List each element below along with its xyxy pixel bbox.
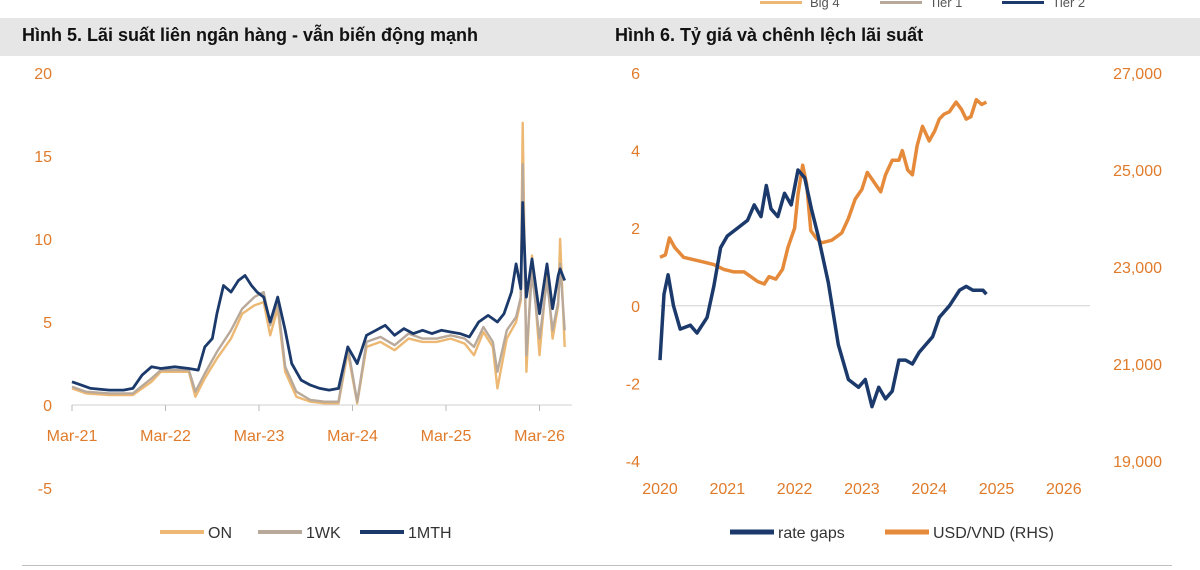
- legend-label-usd-vnd: USD/VND (RHS): [933, 525, 1054, 542]
- y-tick-label-left: 2: [631, 221, 640, 238]
- y-tick-label-right: 21,000: [1113, 357, 1162, 374]
- series-line-1mth: [71, 201, 567, 392]
- x-tick-label: Mar-21: [47, 428, 98, 445]
- y-tick-label-right: 25,000: [1113, 163, 1162, 180]
- y-tick-label: 5: [43, 315, 52, 332]
- series-line-1wk: [71, 163, 566, 403]
- legend-label-tier1: Tier 1: [929, 0, 963, 10]
- y-tick-label: -5: [38, 481, 52, 498]
- legend-label-rate-gaps: rate gaps: [778, 525, 845, 542]
- y-tick-label-left: -2: [626, 376, 640, 393]
- y-tick-label-left: -4: [626, 454, 640, 471]
- x-tick-label: Mar-22: [140, 428, 191, 445]
- legend-item-big4: Big 4: [760, 0, 840, 10]
- x-tick-label: Mar-24: [327, 428, 378, 445]
- series-line-usd-vnd: [659, 97, 988, 286]
- y-tick-label: 10: [34, 232, 52, 249]
- legend-label-tier2: Tier 2: [1052, 0, 1086, 10]
- bottom-divider: [22, 565, 1172, 566]
- x-tick-label: 2020: [642, 481, 678, 498]
- series-line-on: [71, 121, 566, 405]
- y-tick-label: 0: [43, 398, 52, 415]
- y-tick-label: 15: [34, 149, 52, 166]
- title-bar: [0, 18, 1200, 56]
- x-tick-label: Mar-26: [514, 428, 565, 445]
- legend-item-tier1: Tier 1: [879, 0, 963, 10]
- x-tick-label: 2021: [710, 481, 746, 498]
- y-tick-label-right: 19,000: [1113, 454, 1162, 471]
- top-legend: Big 4 Tier 1 Tier 2: [760, 0, 1085, 12]
- x-tick-label: 2024: [911, 481, 947, 498]
- y-tick-label-left: 4: [631, 144, 640, 161]
- chart-title-interbank: Hình 5. Lãi suất liên ngân hàng - vẫn bi…: [22, 25, 479, 45]
- x-tick-label: Mar-23: [234, 428, 285, 445]
- y-tick-label-left: 0: [631, 299, 640, 316]
- legend-label-on: ON: [208, 525, 232, 542]
- chart-title-exchange-rate: Hình 6. Tỷ giá và chênh lệch lãi suất: [615, 25, 924, 45]
- legend-item-tier2: Tier 2: [1002, 0, 1085, 10]
- legend-label-big4: Big 4: [810, 0, 840, 10]
- y-tick-label-right: 27,000: [1113, 66, 1162, 83]
- x-tick-label: 2022: [777, 481, 813, 498]
- x-tick-label: 2023: [844, 481, 880, 498]
- y-tick-label-left: 6: [631, 66, 640, 83]
- y-tick-label: 20: [34, 66, 52, 83]
- legend-label-1mth: 1MTH: [408, 525, 452, 542]
- x-tick-label: 2026: [1046, 481, 1082, 498]
- x-tick-label: Mar-25: [421, 428, 472, 445]
- series-line-rate-gaps: [658, 168, 988, 409]
- legend-swatch-big4: [760, 0, 802, 4]
- legend-label-1wk: 1WK: [306, 525, 341, 542]
- legend-swatch-tier1: [879, 0, 922, 4]
- y-tick-label-right: 23,000: [1113, 260, 1162, 277]
- legend-swatch-tier2: [1002, 0, 1045, 4]
- x-tick-label: 2025: [979, 481, 1015, 498]
